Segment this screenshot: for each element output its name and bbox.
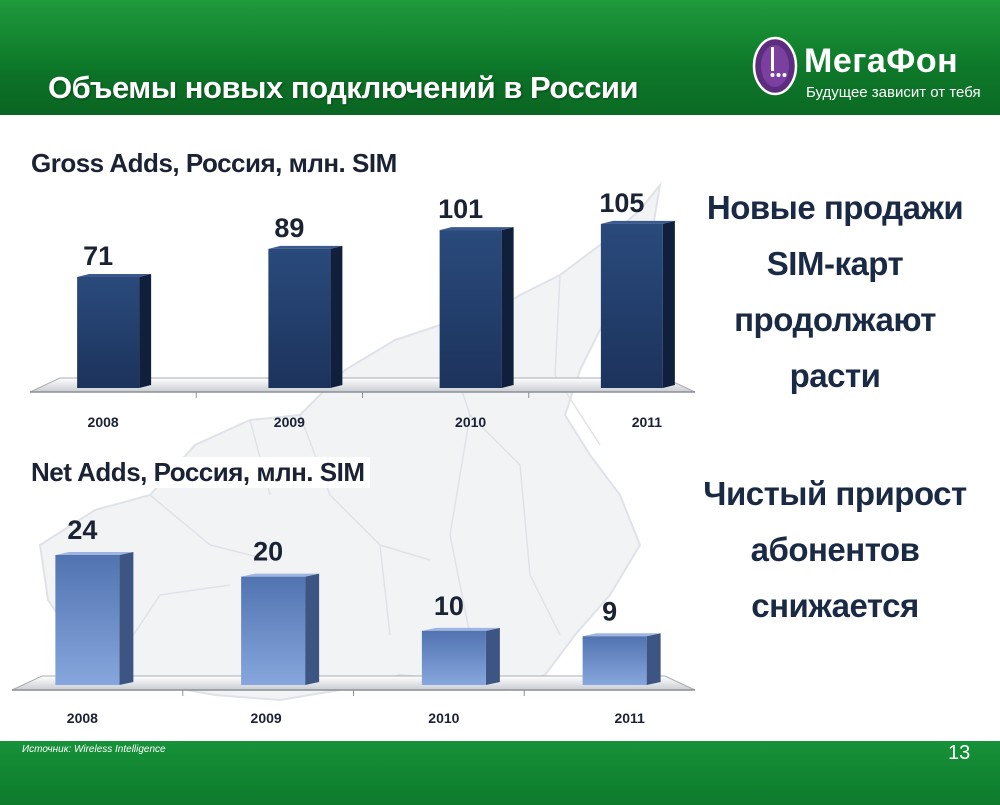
data-label: 89 <box>274 213 304 243</box>
category-label: 2009 <box>274 414 305 430</box>
data-label: 20 <box>253 537 283 567</box>
data-label: 71 <box>83 241 113 271</box>
gross-commentary-line: продолжают расти <box>734 301 936 394</box>
source-note: Источник: Wireless Intelligence <box>22 744 166 755</box>
bar-2008 <box>77 273 152 388</box>
data-label: 105 <box>599 188 644 218</box>
category-label: 2009 <box>251 710 282 726</box>
category-label: 2008 <box>88 414 119 430</box>
logo-name: МегаФон <box>804 42 959 80</box>
gross-adds-chart: 71 2008 89 2009 101 2010 105 2011 <box>29 188 696 430</box>
header-band <box>0 0 1000 115</box>
category-label: 2011 <box>614 710 645 726</box>
data-label: 101 <box>438 194 483 224</box>
net-chart-title: Net Adds, Россия, млн. SIM <box>31 457 371 488</box>
data-label: 24 <box>67 515 97 545</box>
bar-2008 <box>55 552 134 685</box>
gross-commentary-line: Новые продажи <box>706 189 964 226</box>
slide-title: Объемы новых подключений в России <box>48 70 639 105</box>
megafon-logo-icon <box>752 36 798 96</box>
footer-band <box>0 741 1000 805</box>
net-commentary-line: абонентов <box>750 531 920 568</box>
bar-2011 <box>600 220 675 388</box>
net-commentary-line: Чистый прирост <box>703 475 967 512</box>
category-label: 2008 <box>67 710 98 726</box>
gross-commentary: Новые продажи SIM-карт продолжают расти <box>685 180 985 404</box>
bar-2010 <box>421 627 500 685</box>
logo-tagline: Будущее зависит от тебя <box>806 84 981 101</box>
category-label: 2010 <box>455 414 486 430</box>
bar-2009 <box>268 245 343 388</box>
title-bar <box>0 70 560 115</box>
data-label: 10 <box>434 591 464 621</box>
bar-2009 <box>241 573 320 685</box>
net-adds-chart: 24 2008 20 2009 10 2010 9 2011 <box>11 515 696 726</box>
net-commentary: Чистый прирост абонентов снижается <box>685 466 985 634</box>
bar-2010 <box>439 227 514 388</box>
bar-2011 <box>582 633 661 685</box>
data-label: 9 <box>602 596 617 626</box>
gross-chart-title: Gross Adds, Россия, млн. SIM <box>31 148 403 179</box>
gross-commentary-line: SIM-карт <box>766 245 904 282</box>
category-label: 2011 <box>632 414 663 430</box>
category-label: 2010 <box>428 710 459 726</box>
net-commentary-line: снижается <box>751 587 919 624</box>
page-number: 13 <box>948 742 971 764</box>
